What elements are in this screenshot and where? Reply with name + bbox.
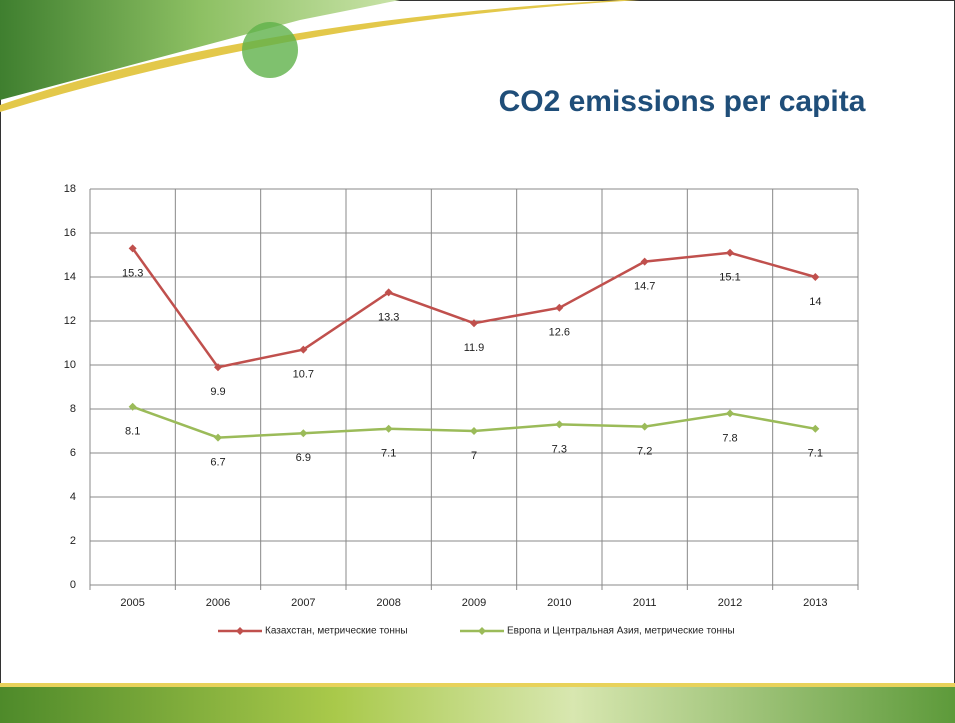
legend-label: Европа и Центральная Азия, метрические т… [507, 626, 735, 637]
data-label: 11.9 [464, 342, 485, 354]
data-label: 7.1 [381, 448, 396, 460]
point-marker [214, 433, 222, 442]
data-label: 14.7 [634, 281, 655, 293]
point-marker [555, 420, 564, 429]
data-label: 7 [471, 450, 477, 462]
data-label: 9.9 [210, 386, 225, 398]
header-banner [0, 0, 400, 100]
x-tick-label: 2009 [462, 597, 486, 609]
point-marker [470, 427, 478, 435]
x-tick-label: 2011 [633, 597, 657, 609]
legend-marker [236, 627, 244, 635]
point-marker [726, 409, 734, 418]
point-marker [128, 244, 137, 253]
point-marker [299, 429, 308, 438]
x-tick-label: 2006 [206, 597, 230, 609]
y-tick-label: 16 [64, 227, 76, 239]
legend-label: Казахстан, метрические тонны [265, 626, 408, 637]
point-marker [640, 257, 649, 266]
data-label: 7.2 [637, 446, 652, 458]
point-marker [384, 288, 393, 297]
y-tick-label: 14 [64, 271, 76, 283]
x-tick-label: 2012 [718, 597, 742, 609]
point-marker [214, 363, 222, 372]
y-tick-label: 18 [64, 183, 76, 195]
point-marker [128, 402, 137, 411]
x-tick-label: 2008 [376, 597, 400, 609]
legend-marker [478, 627, 486, 635]
y-tick-label: 0 [70, 579, 76, 591]
y-tick-label: 6 [70, 447, 76, 459]
data-label: 15.3 [122, 267, 143, 279]
y-tick-label: 8 [70, 403, 76, 415]
footer-stripe [0, 683, 955, 687]
y-tick-label: 2 [70, 535, 76, 547]
y-tick-label: 10 [64, 359, 76, 371]
point-marker [555, 303, 564, 312]
point-marker [299, 345, 308, 354]
point-marker [811, 424, 820, 433]
data-label: 7.3 [552, 443, 567, 455]
point-marker [726, 248, 734, 257]
x-tick-label: 2010 [547, 597, 571, 609]
data-label: 6.7 [210, 457, 225, 469]
x-tick-label: 2007 [291, 597, 315, 609]
point-marker [640, 422, 649, 431]
chart-title: CO2 emissions per capita [499, 85, 866, 118]
y-tick-label: 4 [70, 491, 76, 503]
x-tick-label: 2013 [803, 597, 827, 609]
globe [242, 22, 298, 78]
data-label: 8.1 [125, 426, 140, 438]
point-marker [811, 273, 820, 281]
data-label: 6.9 [296, 452, 311, 464]
data-label: 7.8 [722, 432, 737, 444]
footer-banner [0, 683, 955, 723]
data-label: 10.7 [293, 369, 314, 381]
data-label: 14 [809, 296, 821, 308]
data-label: 13.3 [378, 311, 399, 323]
y-tick-label: 12 [64, 315, 76, 327]
data-label: 12.6 [549, 327, 570, 339]
point-marker [384, 424, 393, 433]
data-label: 7.1 [808, 448, 823, 460]
data-label: 15.1 [719, 272, 740, 284]
point-marker [470, 319, 478, 328]
x-tick-label: 2005 [120, 597, 144, 609]
